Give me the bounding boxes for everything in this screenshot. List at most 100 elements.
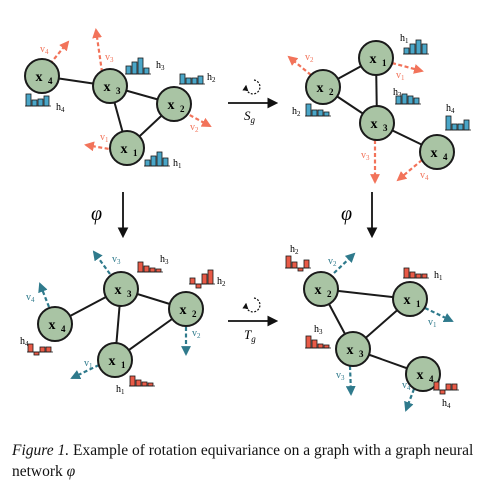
- svg-text:2: 2: [329, 87, 334, 97]
- panel-top-left: x 4 x 3 x 2 x 1 v4 v3 v2 v1: [24, 28, 216, 170]
- svg-text:φ: φ: [341, 203, 352, 225]
- label-v1: v1: [396, 70, 405, 82]
- label-v4: v4: [40, 44, 49, 56]
- vector-v1: [84, 141, 116, 152]
- hist-h2: h2: [285, 244, 311, 272]
- svg-text:x: x: [49, 318, 56, 333]
- svg-text:x: x: [315, 283, 322, 298]
- svg-text:x: x: [180, 303, 187, 318]
- svg-text:Sg: Sg: [244, 108, 256, 125]
- arrow-bottom-tg: Tg: [228, 297, 279, 344]
- vector-v4: [396, 159, 423, 182]
- vector-v4: [49, 40, 70, 65]
- vector-v2: [183, 111, 212, 127]
- hist-h4: h4: [25, 93, 65, 114]
- svg-text:h2: h2: [207, 72, 216, 84]
- label-v2: v2: [305, 52, 314, 64]
- node-x3: x 3: [103, 271, 139, 307]
- svg-text:h3: h3: [160, 254, 169, 266]
- node-x1: x 1: [392, 281, 428, 317]
- node-x2: x 2: [168, 291, 204, 327]
- hist-h3: h3: [393, 87, 421, 105]
- svg-text:h2: h2: [290, 244, 299, 256]
- svg-text:2: 2: [192, 309, 197, 319]
- vector-v1: [424, 307, 454, 323]
- svg-text:4: 4: [429, 374, 434, 384]
- svg-text:x: x: [104, 80, 111, 95]
- node-x4: x 4: [37, 306, 73, 342]
- svg-text:3: 3: [116, 86, 121, 96]
- svg-text:h3: h3: [314, 324, 323, 336]
- node-x2: x 2: [156, 86, 192, 122]
- svg-text:h2: h2: [217, 276, 226, 288]
- hist-h4: h4: [433, 381, 459, 410]
- caption-phi: φ: [66, 463, 76, 480]
- vector-v1: [70, 364, 100, 380]
- node-x3: x 3: [92, 68, 128, 104]
- arrow-right-phi: φ: [341, 192, 378, 239]
- svg-text:h3: h3: [393, 87, 402, 99]
- svg-text:φ: φ: [91, 203, 102, 225]
- vector-v4: [404, 388, 416, 412]
- label-v4: v4: [420, 170, 429, 182]
- svg-text:4: 4: [61, 324, 66, 334]
- svg-text:x: x: [168, 98, 175, 113]
- svg-text:4: 4: [443, 152, 448, 162]
- svg-text:Tg: Tg: [244, 327, 256, 344]
- hist-h1: h1: [400, 33, 429, 55]
- svg-text:x: x: [404, 293, 411, 308]
- svg-text:h4: h4: [20, 336, 29, 348]
- node-x3: x 3: [335, 331, 371, 367]
- label-v2: v2: [328, 256, 337, 268]
- svg-text:1: 1: [133, 148, 138, 158]
- hist-h4: h4: [20, 336, 53, 356]
- svg-text:3: 3: [127, 289, 132, 299]
- arrow-left-phi: φ: [91, 192, 129, 239]
- label-v2: v2: [192, 328, 201, 340]
- vector-v2: [287, 55, 312, 76]
- node-x1: x 1: [358, 40, 394, 76]
- label-v3: v3: [112, 254, 121, 266]
- label-v2: v2: [190, 122, 199, 134]
- hist-h2: h2: [179, 72, 216, 85]
- svg-text:h1: h1: [116, 384, 125, 396]
- svg-text:h4: h4: [446, 103, 455, 115]
- svg-text:h1: h1: [173, 158, 182, 170]
- node-x1: x 1: [97, 342, 133, 378]
- hist-h1: h1: [144, 151, 182, 170]
- svg-text:x: x: [317, 81, 324, 96]
- svg-text:x: x: [36, 70, 43, 85]
- caption-label: Figure 1.: [12, 442, 70, 459]
- rotate-icon: [242, 297, 261, 313]
- panel-top-right: x 2 x 1 x 3 x 4 v2 v1 v3 v4 h1: [287, 33, 471, 184]
- vector-v3: [345, 365, 356, 396]
- node-x4: x 4: [405, 356, 441, 392]
- label-v1: v1: [84, 358, 93, 370]
- figure-caption: Figure 1. Example of rotation equivarian…: [12, 440, 482, 482]
- hist-h2: h2: [292, 103, 331, 118]
- label-v3: v3: [105, 52, 114, 64]
- vector-v4: [38, 282, 51, 308]
- node-x4: x 4: [419, 134, 455, 170]
- svg-text:x: x: [431, 146, 438, 161]
- node-x3: x 3: [359, 105, 395, 141]
- svg-text:h4: h4: [56, 102, 65, 114]
- svg-text:2: 2: [327, 289, 332, 299]
- hist-h2: h2: [189, 269, 226, 289]
- svg-text:3: 3: [359, 349, 364, 359]
- node-x2: x 2: [305, 69, 341, 105]
- output-vectors: [38, 250, 191, 380]
- panel-bottom-left: x 4 x 3 x 2 x 1 v4 v3 v2 v1: [20, 250, 226, 396]
- input-vectors: [287, 55, 424, 184]
- arrow-top-sg: Sg: [228, 79, 279, 125]
- svg-text:h1: h1: [400, 33, 409, 45]
- panel-bottom-right: x 2 x 1 x 3 x 4 v2 v1 v3 v4 h2: [285, 244, 459, 412]
- svg-text:x: x: [115, 283, 122, 298]
- label-v4: v4: [26, 292, 35, 304]
- svg-text:3: 3: [383, 123, 388, 133]
- svg-text:2: 2: [180, 104, 185, 114]
- hist-h3: h3: [305, 324, 331, 349]
- svg-text:1: 1: [416, 299, 421, 309]
- svg-text:x: x: [347, 343, 354, 358]
- input-vectors: [49, 28, 212, 152]
